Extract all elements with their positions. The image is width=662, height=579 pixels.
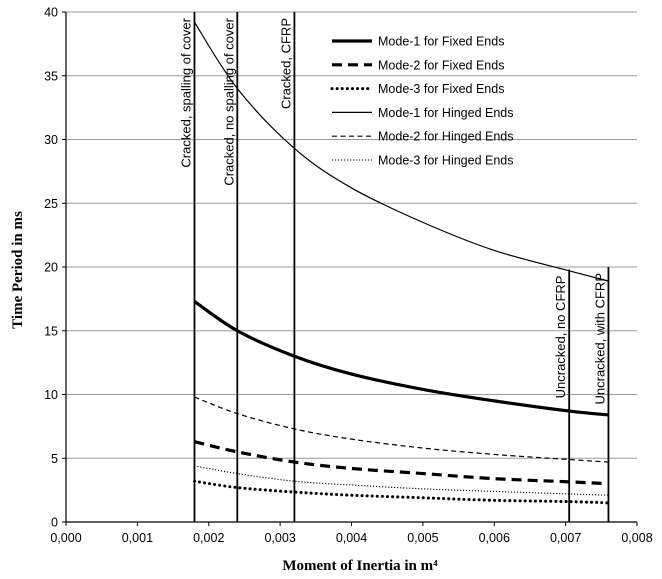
y-tick-label: 15 xyxy=(44,324,58,338)
y-tick-label: 30 xyxy=(44,133,58,147)
legend-label: Mode-1 for Hinged Ends xyxy=(378,106,514,120)
x-tick-label: 0,007 xyxy=(550,531,581,545)
marker-label: Uncracked, no CFRP xyxy=(553,276,568,399)
marker-label: Cracked, no spalling of cover xyxy=(221,17,236,185)
marker-label: Uncracked, with CFRP xyxy=(592,273,607,404)
legend: Mode-1 for Fixed Ends Mode-2 for Fixed En… xyxy=(330,35,514,168)
series-line-2 xyxy=(194,440,609,486)
legend-label: Mode-2 for Hinged Ends xyxy=(378,130,514,144)
series-line-6 xyxy=(194,465,609,496)
y-tick-label: 25 xyxy=(44,197,58,211)
axes xyxy=(62,11,638,526)
y-tick-label: 0 xyxy=(51,516,58,530)
y-tick-label: 35 xyxy=(44,69,58,83)
x-tick-label: 0,004 xyxy=(336,531,367,545)
y-tick-label: 10 xyxy=(44,388,58,402)
y-tick-label: 40 xyxy=(44,6,58,20)
legend-label: Mode-3 for Hinged Ends xyxy=(378,154,514,168)
series-line-3 xyxy=(192,479,610,505)
marker-label: Cracked, CFRP xyxy=(278,18,293,109)
legend-label: Mode-2 for Fixed Ends xyxy=(378,58,504,72)
x-tick-label: 0,006 xyxy=(479,531,510,545)
x-tick-label: 0,002 xyxy=(193,531,224,545)
series-line-4 xyxy=(193,21,609,282)
series-line-5 xyxy=(194,396,609,463)
legend-label: Mode-1 for Fixed Ends xyxy=(378,35,504,49)
vertical-markers: Cracked, spalling of cover Cracked, no sp… xyxy=(178,12,610,522)
x-tick-label: 0,003 xyxy=(264,531,295,545)
y-tick-label: 5 xyxy=(51,452,58,466)
series-line-1 xyxy=(193,300,609,417)
x-axis-title: Moment of Inertia in m⁴ xyxy=(282,558,438,574)
legend-label: Mode-3 for Fixed Ends xyxy=(378,82,504,96)
y-tick-label: 20 xyxy=(44,261,58,275)
x-tick-label: 0,001 xyxy=(122,531,153,545)
x-tick-label: 0,005 xyxy=(407,531,438,545)
y-axis-title: Time Period in ms xyxy=(10,211,26,329)
x-tick-label: 0,008 xyxy=(621,531,652,545)
grid-lines xyxy=(66,11,637,459)
marker-label: Cracked, spalling of cover xyxy=(178,17,193,167)
tick-labels: 0 5 10 15 20 25 30 35 40 0,000 0,001 0,002 0,003 0,00… xyxy=(44,6,653,546)
series-lines xyxy=(192,21,610,505)
x-tick-label: 0,000 xyxy=(50,531,81,545)
